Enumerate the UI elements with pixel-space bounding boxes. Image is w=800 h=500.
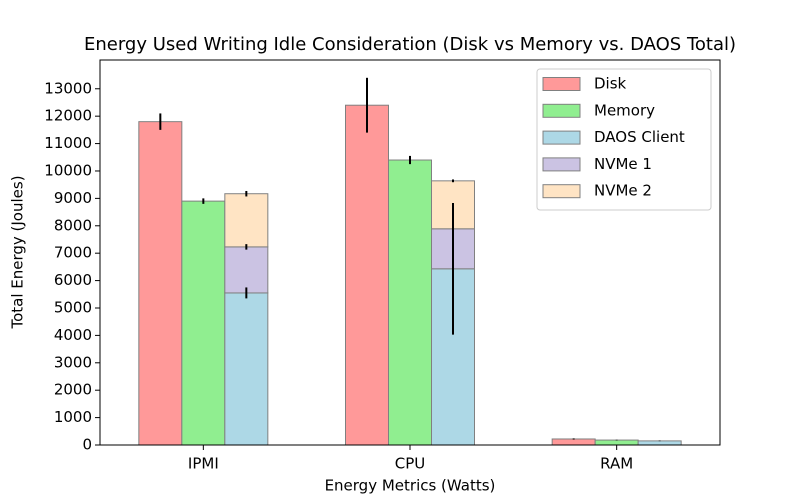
bar xyxy=(138,121,183,446)
x-tick-label: CPU xyxy=(395,455,426,473)
y-axis-label: Total Energy (Joules) xyxy=(9,175,27,329)
y-tick-label: 11000 xyxy=(44,134,92,152)
bar xyxy=(224,292,269,446)
x-tick-label: IPMI xyxy=(188,455,219,473)
bar xyxy=(388,159,432,446)
bar xyxy=(345,104,389,446)
legend-label: DAOS Client xyxy=(594,128,685,146)
bar xyxy=(181,200,226,446)
x-tick-label: RAM xyxy=(600,455,633,473)
bar xyxy=(637,440,682,446)
y-tick-label: 8000 xyxy=(54,216,92,234)
legend-swatch xyxy=(542,130,581,145)
legend-label: NVMe 2 xyxy=(594,182,652,200)
legend-label: Memory xyxy=(594,101,655,119)
y-tick-label: 4000 xyxy=(54,326,92,344)
y-tick-label: 10000 xyxy=(44,161,92,179)
legend-label: Disk xyxy=(594,75,627,93)
y-tick-label: 3000 xyxy=(54,353,92,371)
y-tick-label: 0 xyxy=(82,436,92,454)
legend-label: NVMe 1 xyxy=(594,155,652,173)
y-tick-label: 2000 xyxy=(54,381,92,399)
bar xyxy=(224,193,269,248)
legend-swatch xyxy=(542,184,581,199)
legend-swatch xyxy=(542,77,581,91)
y-tick-label: 13000 xyxy=(44,79,92,97)
chart-title: Energy Used Writing Idle Consideration (… xyxy=(84,34,736,55)
y-tick-label: 1000 xyxy=(54,408,92,426)
bar xyxy=(551,438,596,446)
x-axis-label: Energy Metrics (Watts) xyxy=(325,477,496,495)
y-tick-label: 12000 xyxy=(44,107,92,125)
plot-frame xyxy=(99,59,721,446)
y-tick-label: 5000 xyxy=(54,298,92,316)
y-tick-label: 9000 xyxy=(54,189,92,207)
y-tick-label: 7000 xyxy=(54,244,92,262)
bar xyxy=(224,246,269,294)
y-tick-label: 6000 xyxy=(54,271,92,289)
legend-swatch xyxy=(542,103,581,118)
legend-swatch xyxy=(542,157,581,172)
bar xyxy=(594,439,639,446)
